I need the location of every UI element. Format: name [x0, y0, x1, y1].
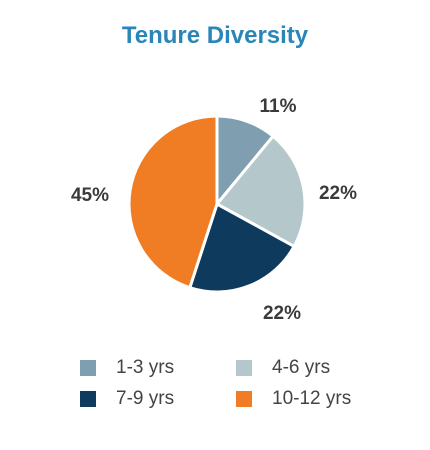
pie-slices: [127, 114, 307, 294]
pie-slice-7-9-yrs: [188, 202, 296, 294]
legend-label: 4-6 yrs: [272, 357, 331, 378]
data-label-10-12-yrs: 45%: [71, 185, 109, 206]
legend-swatch: [80, 360, 96, 376]
legend-label: 10-12 yrs: [272, 388, 352, 409]
pie-slice-4-6-yrs: [215, 134, 307, 248]
data-label-1-3-yrs: 11%: [260, 96, 297, 117]
chart-title: Tenure Diversity: [121, 22, 309, 49]
legend-item-7-9-yrs: 7-9 yrs: [80, 387, 174, 411]
legend-label: 7-9 yrs: [116, 388, 175, 409]
legend-swatch: [80, 391, 96, 407]
legend-swatch: [236, 391, 252, 407]
data-label-7-9-yrs: 22%: [263, 303, 301, 324]
legend-label: 1-3 yrs: [116, 357, 175, 378]
legend-item-1-3-yrs: 1-3 yrs: [80, 356, 174, 380]
legend-swatch: [236, 360, 252, 376]
pie-data-labels: 11% 22% 22% 45%: [71, 96, 357, 324]
data-label-4-6-yrs: 22%: [319, 183, 357, 204]
pie-slice-10-12-yrs: [127, 114, 219, 290]
legend-item-4-6-yrs: 4-6 yrs: [236, 356, 330, 380]
legend-item-10-12-yrs: 10-12 yrs: [236, 387, 351, 411]
